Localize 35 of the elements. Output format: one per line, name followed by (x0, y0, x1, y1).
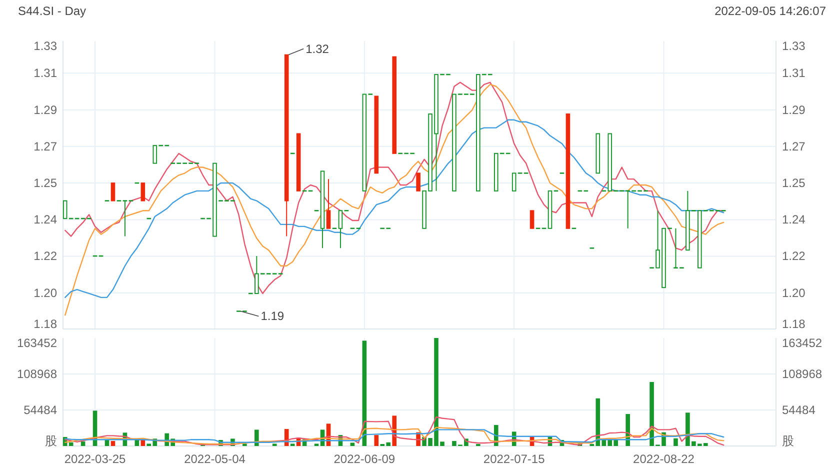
y-tick-label: 1.29 (34, 102, 58, 117)
y2-tick-label: 1.24 (782, 212, 806, 227)
y2-tick-label: 1.18 (782, 317, 806, 331)
x-tick-label: 2022-08-22 (633, 452, 695, 466)
y-tick-label: 108968 (16, 367, 58, 381)
x-tick-label: 2022-03-25 (64, 452, 126, 466)
y2-tick-label: 1.29 (782, 102, 806, 117)
x-tick-label: 2022-06-09 (334, 452, 396, 466)
y2-tick-label: 1.33 (782, 39, 806, 53)
y-tick-label: 1.33 (34, 39, 58, 53)
y-tick-label: 1.24 (34, 212, 58, 227)
y-tick-label: 54484 (24, 403, 58, 417)
y-tick-label: 1.27 (34, 139, 58, 154)
chart-title: S44.SI - Day (18, 4, 86, 18)
y-tick-label: 1.18 (34, 317, 58, 331)
y2-tick-label: 163452 (782, 336, 822, 350)
annotation: 1.32 (306, 42, 330, 56)
annotation: 1.19 (260, 309, 284, 324)
y2-tick-label: 1.25 (782, 176, 806, 190)
y-tick-label: 股 (45, 434, 57, 448)
y2-tick-label: 1.20 (782, 286, 806, 300)
x-tick-label: 2022-05-04 (184, 452, 246, 466)
y2-tick-label: 1.27 (782, 139, 806, 154)
y-tick-label: 1.25 (34, 176, 58, 190)
y-tick-label: 1.31 (34, 66, 58, 80)
y2-tick-label: 1.31 (782, 66, 806, 80)
y2-tick-label: 54484 (782, 403, 816, 417)
y-tick-label: 1.20 (34, 286, 58, 300)
text: 2022-09-05 14:26:07 (714, 4, 826, 18)
y2-tick-label: 1.22 (782, 249, 806, 264)
x-tick-label: 2022-07-15 (483, 452, 546, 466)
y-tick-label: 163452 (16, 336, 58, 350)
y2-tick-label: 108968 (782, 367, 822, 381)
y-tick-label: 1.22 (34, 249, 58, 264)
y2-tick-label: 股 (782, 434, 794, 448)
